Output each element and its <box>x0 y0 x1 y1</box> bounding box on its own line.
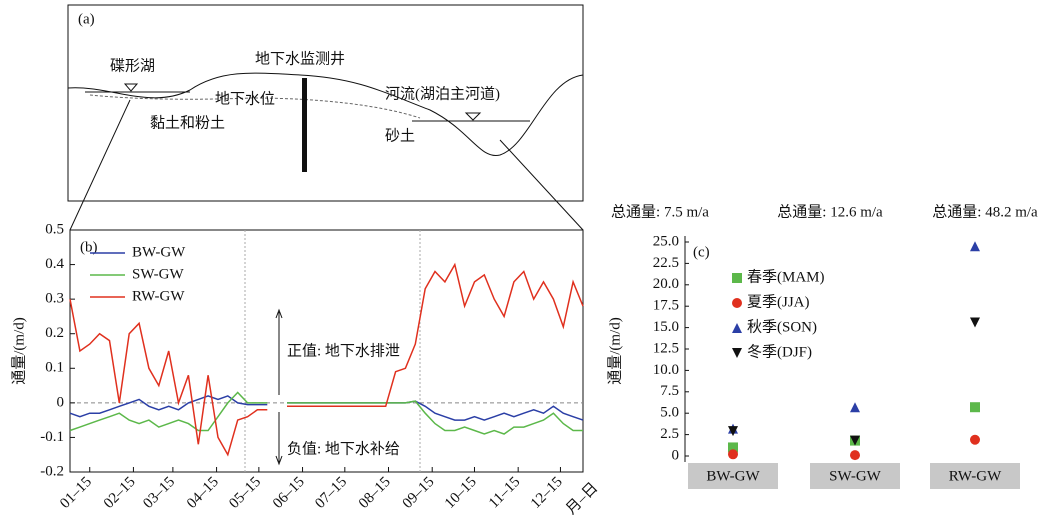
well <box>302 78 307 172</box>
x-tick-label: 09–15 <box>400 474 438 512</box>
y-tick-label: 0 <box>672 447 680 463</box>
legend-label: BW-GW <box>132 244 186 260</box>
x-tick-label: 05–15 <box>226 474 264 512</box>
point <box>850 435 860 446</box>
y-tick-label: 15.0 <box>653 319 679 335</box>
y-tick-label: 7.5 <box>660 383 679 399</box>
point <box>728 426 738 437</box>
legend-label: RW-GW <box>132 288 185 304</box>
diagram-label: 碟形湖 <box>110 57 155 74</box>
river-marker <box>464 112 482 121</box>
annotation: 总通量: 7.5 m/a <box>611 203 709 220</box>
chart-c: 0 2.5 5.0 7.5 10.0 12.5 15.0 17.5 20.0 22.5 25.0 通量… <box>606 203 1038 489</box>
x-tick-label: 02–15 <box>101 474 139 512</box>
y-tick-label: 10.0 <box>653 362 679 378</box>
legend-label: 冬季(DJF) <box>747 343 812 360</box>
legend-label: 秋季(SON) <box>747 318 817 335</box>
x-tick-label: 06–15 <box>270 474 308 512</box>
x-tick-label: 03–15 <box>140 474 178 512</box>
x-tick-label: 04–15 <box>184 474 222 512</box>
y-tick-label: 0 <box>57 394 65 410</box>
data-line <box>69 262 584 457</box>
y-tick-label: 12.5 <box>653 340 679 356</box>
annotation: 总通量: 12.6 m/a <box>777 203 883 220</box>
annotation: 负值: 地下水补给 <box>287 440 400 457</box>
diagram-label: 砂土 <box>385 127 415 144</box>
x-tick-label: BW-GW <box>706 468 760 484</box>
diagram: (a) 碟形湖 地下水监测井 地下水位 黏土和粉土 河流(湖泊主河道) 砂土 <box>67 4 584 231</box>
x-tick-label: 10–15 <box>442 474 480 512</box>
ground-surface <box>67 72 584 156</box>
zoom-line <box>69 99 131 231</box>
y-tick-label: 20.0 <box>653 276 679 292</box>
annotation: 正值: 地下水排泄 <box>287 342 400 359</box>
point <box>728 449 738 460</box>
point <box>970 241 980 252</box>
legend-marker <box>732 273 742 283</box>
sign-arrow <box>275 308 283 466</box>
category-box <box>930 463 1020 489</box>
y-tick-label: -0.1 <box>40 429 64 445</box>
point <box>850 450 860 461</box>
y-tick-label: 22.5 <box>653 255 679 271</box>
panel-label: (b) <box>80 239 98 255</box>
legend-label: 春季(MAM) <box>747 268 825 285</box>
x-tick-label: 01–15 <box>57 474 95 512</box>
y-tick-label: 0.4 <box>45 256 64 272</box>
legend-label: SW-GW <box>132 266 185 282</box>
diagram-label: 地下水监测井 <box>255 50 345 67</box>
point <box>970 434 980 445</box>
y-tick-label: 2.5 <box>660 426 679 442</box>
legend-marker <box>732 323 742 333</box>
category-box <box>688 463 778 489</box>
panel-label: (c) <box>693 244 710 260</box>
y-axis-label: 通量/(m/d) <box>606 317 623 385</box>
category-box <box>810 463 900 489</box>
lake-marker <box>123 83 139 92</box>
chart-b: -0.2-0.100.10.20.30.40.501–15 02–15 03–15 0… <box>10 221 601 517</box>
point <box>970 402 980 413</box>
y-tick-label: 0.5 <box>45 221 64 237</box>
point <box>970 317 980 328</box>
x-axis-label: 月–日 <box>563 480 601 518</box>
data-line <box>69 395 584 421</box>
legend-label: 夏季(JJA) <box>747 293 810 310</box>
x-tick-label: 11–15 <box>486 474 523 511</box>
y-tick-label: 25.0 <box>653 233 679 249</box>
y-tick-label: 17.5 <box>653 298 679 314</box>
diagram-label: 地下水位 <box>215 90 275 107</box>
y-axis-label: 通量/(m/d) <box>10 317 27 385</box>
plot-frame <box>69 229 584 473</box>
y-tick-label: -0.2 <box>40 463 64 479</box>
diagram-label: 黏土和粉土 <box>150 114 225 131</box>
x-tick-label: 08–15 <box>356 474 394 512</box>
x-tick-label: 07–15 <box>312 474 350 512</box>
x-tick-label: SW-GW <box>829 468 882 484</box>
zoom-line <box>499 139 584 231</box>
annotation: 总通量: 48.2 m/a <box>932 203 1038 220</box>
data-line <box>69 391 583 435</box>
y-tick-label: 0.1 <box>45 360 64 376</box>
legend-marker <box>732 298 742 308</box>
x-tick-label: 12–15 <box>528 474 566 512</box>
y-tick-label: 5.0 <box>660 405 679 421</box>
water-table-line <box>89 94 421 119</box>
diagram-frame <box>67 4 584 202</box>
x-tick-label: RW-GW <box>949 468 1002 484</box>
legend-marker <box>732 348 742 358</box>
y-tick-label: 0.3 <box>45 291 64 307</box>
point <box>728 442 738 453</box>
panel-label: (a) <box>78 11 95 27</box>
diagram-label: 河流(湖泊主河道) <box>385 85 500 102</box>
y-tick-label: 0.2 <box>45 325 64 341</box>
point <box>850 402 860 413</box>
